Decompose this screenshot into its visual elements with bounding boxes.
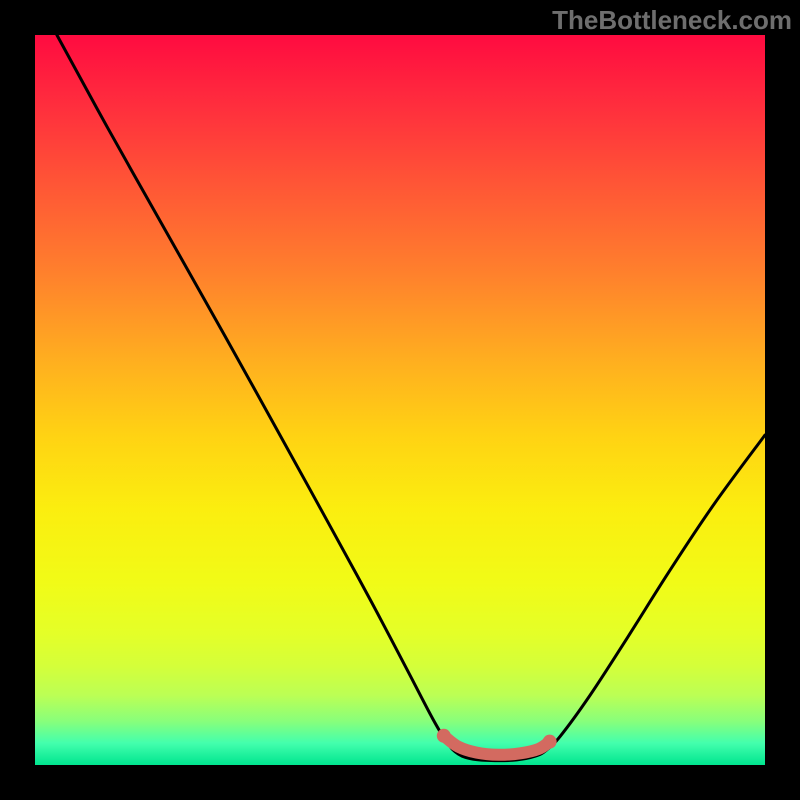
optimal-range-start-dot [437, 729, 451, 743]
plot-area [35, 35, 765, 765]
watermark-text: TheBottleneck.com [552, 5, 792, 36]
optimal-range-end-dot [543, 735, 557, 749]
chart-container: TheBottleneck.com [0, 0, 800, 800]
chart-svg [35, 35, 765, 765]
